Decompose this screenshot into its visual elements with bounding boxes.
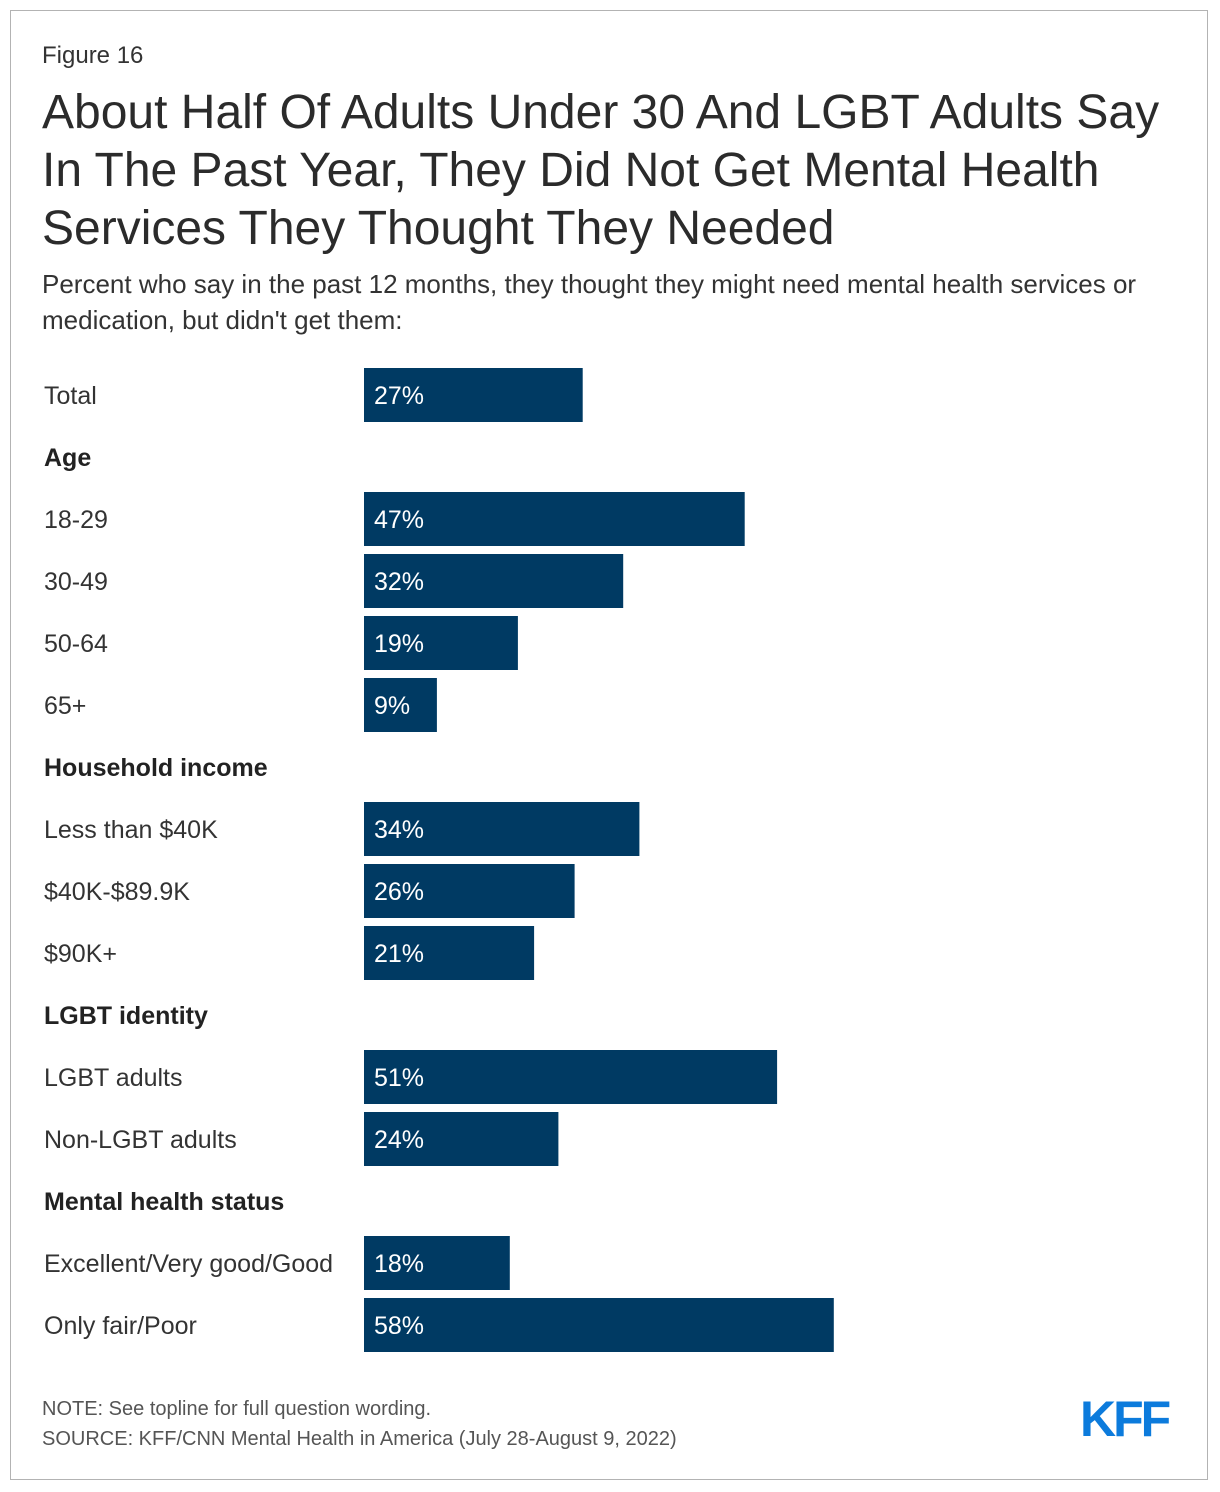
kff-logo: KFF <box>1080 1391 1171 1447</box>
source-text: SOURCE: KFF/CNN Mental Health in America… <box>42 1428 677 1450</box>
figure-frame <box>10 10 1208 1480</box>
chart-title: About Half Of Adults Under 30 And LGBT A… <box>42 86 1160 255</box>
note-text: NOTE: See topline for full question word… <box>42 1398 432 1420</box>
figure-label: Figure 16 <box>42 42 144 69</box>
chart-subtitle: Percent who say in the past 12 months, t… <box>42 269 1137 335</box>
chart-notes: NOTE: See topline for full question word… <box>42 1394 677 1454</box>
